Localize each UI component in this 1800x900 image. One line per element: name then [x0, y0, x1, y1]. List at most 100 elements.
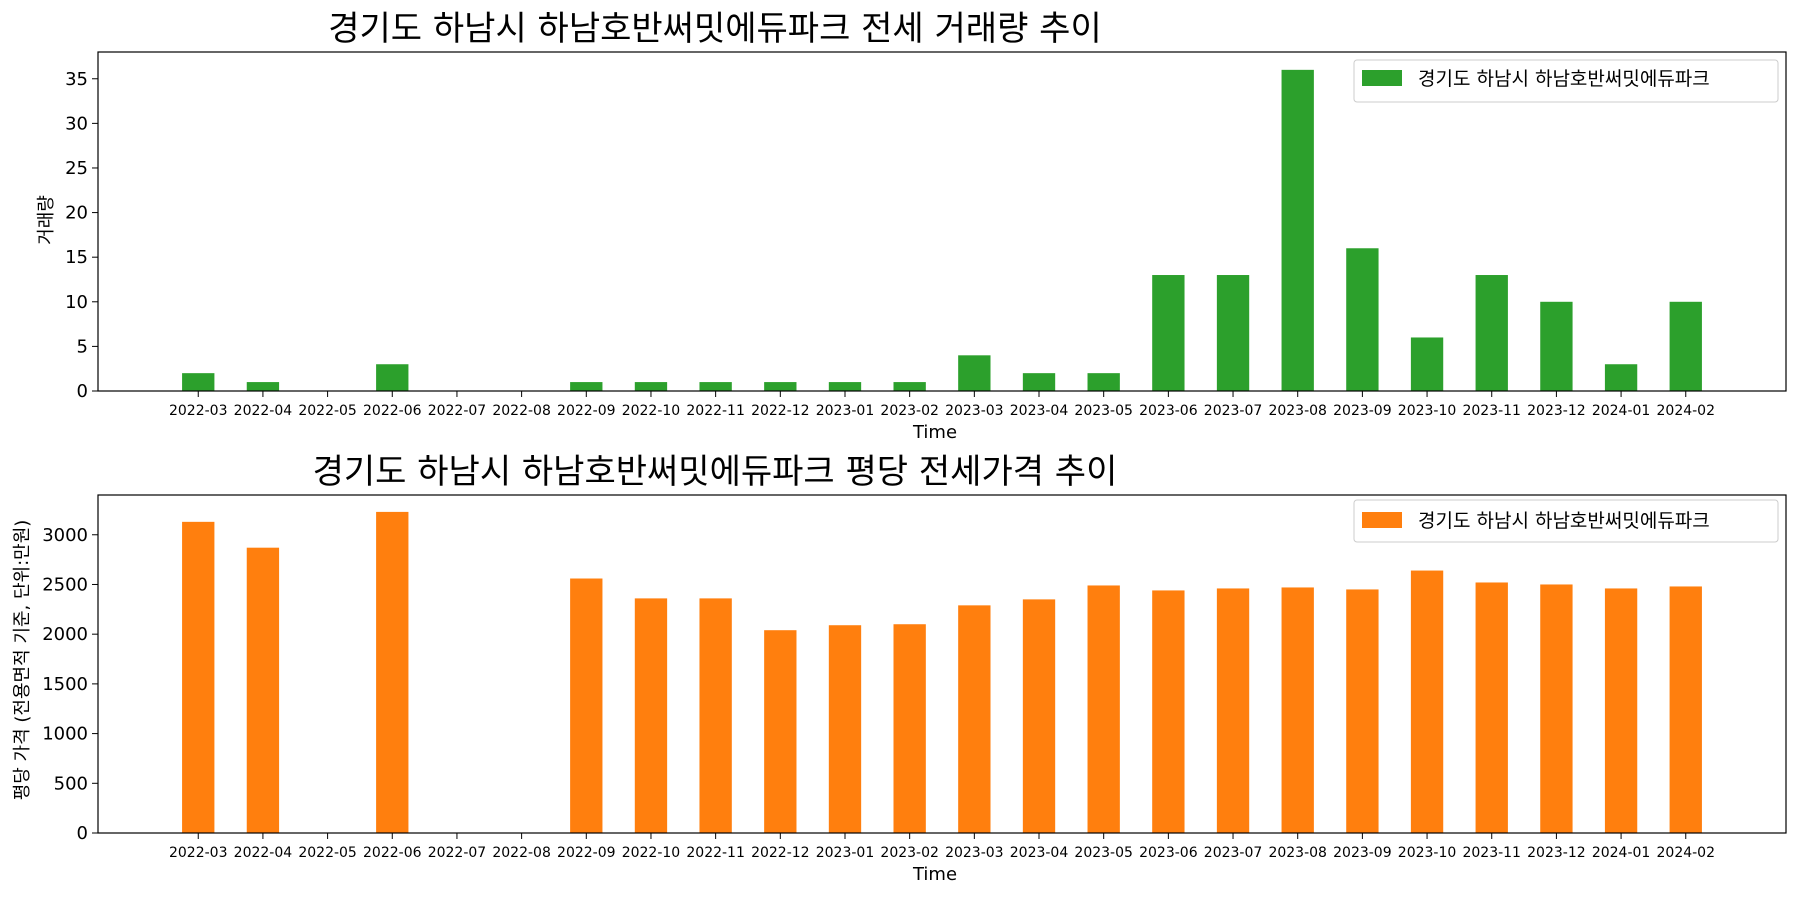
x-tick-label: 2023-10	[1398, 845, 1457, 861]
x-tick-label: 2023-07	[1204, 845, 1263, 861]
x-tick-label: 2023-06	[1139, 845, 1198, 861]
bar	[376, 364, 409, 391]
y-tick-label: 15	[65, 247, 88, 268]
bar	[1346, 248, 1379, 391]
y-axis-label: 거래량	[36, 195, 57, 245]
legend-box	[1353, 499, 1779, 543]
bar	[1022, 373, 1056, 391]
x-tick-label: 2022-09	[557, 845, 616, 861]
bar	[376, 511, 409, 833]
x-tick-label: 2023-05	[1074, 845, 1133, 861]
x-tick-label: 2023-12	[1527, 845, 1586, 861]
bar	[958, 355, 991, 391]
x-tick-label: 2023-07	[1204, 403, 1263, 419]
chart-title: 경기도 하남시 하남호반써밋에듀파크 평당 전세가격 추이	[313, 452, 1118, 492]
bar	[634, 382, 668, 391]
bar	[958, 605, 991, 833]
x-tick-label: 2023-08	[1268, 845, 1327, 861]
bar	[764, 382, 797, 391]
legend-label: 경기도 하남시 하남호반써밋에듀파크	[1418, 510, 1710, 532]
y-tick-label: 1500	[42, 674, 88, 695]
bar	[1281, 587, 1314, 833]
x-tick-label: 2023-04	[1010, 845, 1069, 861]
x-tick-label: 2023-09	[1333, 845, 1392, 861]
y-tick-label: 3000	[42, 525, 88, 546]
x-tick-label: 2024-01	[1592, 403, 1651, 419]
bar	[699, 598, 732, 833]
legend-label: 경기도 하남시 하남호반써밋에듀파크	[1418, 68, 1710, 90]
bar	[570, 578, 603, 833]
y-tick-label: 2500	[42, 574, 88, 595]
x-tick-label: 2023-06	[1139, 403, 1198, 419]
bar	[1087, 585, 1120, 833]
x-tick-label: 2022-04	[234, 845, 293, 861]
x-tick-label: 2022-11	[686, 403, 745, 419]
x-tick-label: 2023-09	[1333, 403, 1392, 419]
x-axis-label: Time	[912, 422, 957, 443]
x-tick-label: 2023-12	[1527, 403, 1586, 419]
y-tick-label: 20	[65, 203, 88, 224]
bar	[1410, 570, 1444, 833]
y-tick-label: 10	[65, 292, 88, 313]
x-tick-label: 2022-06	[363, 845, 422, 861]
bar	[1669, 586, 1702, 833]
price-chart: 경기도 하남시 하남호반써밋에듀파크 평당 전세가격 추이 평당 가격 (전용면…	[12, 452, 1787, 885]
x-axis-label: Time	[912, 864, 957, 885]
x-tick-label: 2023-01	[816, 403, 875, 419]
legend: 경기도 하남시 하남호반써밋에듀파크	[1353, 499, 1779, 543]
bar	[1540, 301, 1573, 391]
y-tick-label: 5	[77, 336, 88, 357]
x-tick-label: 2022-11	[686, 845, 745, 861]
x-tick-label: 2024-02	[1657, 845, 1716, 861]
x-tick-label: 2022-04	[234, 403, 293, 419]
bar	[1087, 373, 1120, 391]
x-tick-label: 2022-12	[751, 403, 810, 419]
x-tick-label: 2022-07	[428, 403, 487, 419]
bar	[246, 547, 280, 833]
axis-ticks: 0 5 10 15 20 25 30 35 2022-03 2022-04 2022-05 2022-…	[65, 69, 1715, 419]
x-tick-label: 2024-02	[1657, 403, 1716, 419]
x-tick-label: 2022-09	[557, 403, 616, 419]
y-axis-label: 평당 가격 (전용면적 기준, 단위:만원)	[12, 520, 33, 801]
bar	[1475, 582, 1508, 833]
x-tick-label: 2023-01	[816, 845, 875, 861]
x-tick-label: 2023-11	[1462, 403, 1521, 419]
volume-chart: 경기도 하남시 하남호반써밋에듀파크 전세 거래량 추이 거래량 Time 0 5…	[36, 9, 1787, 443]
x-tick-label: 2022-10	[622, 845, 681, 861]
bar	[893, 382, 926, 391]
bar	[634, 598, 668, 833]
bar	[1152, 590, 1185, 833]
x-tick-label: 2023-02	[880, 845, 939, 861]
x-tick-label: 2023-02	[880, 403, 939, 419]
x-tick-label: 2022-05	[298, 845, 357, 861]
x-tick-label: 2023-03	[945, 403, 1004, 419]
bar	[1410, 337, 1444, 391]
bar	[1604, 588, 1638, 833]
bar	[1346, 589, 1379, 833]
plot-frame	[97, 494, 1787, 834]
x-tick-label: 2023-04	[1010, 403, 1069, 419]
x-tick-label: 2022-08	[492, 845, 551, 861]
y-tick-label: 2000	[42, 624, 88, 645]
x-tick-label: 2023-10	[1398, 403, 1457, 419]
chart-title: 경기도 하남시 하남호반써밋에듀파크 전세 거래량 추이	[328, 9, 1101, 49]
bar	[1475, 275, 1508, 391]
bar	[1540, 584, 1573, 833]
legend-box	[1353, 59, 1779, 103]
x-tick-label: 2022-03	[169, 845, 228, 861]
y-tick-label: 500	[54, 773, 88, 794]
axis-ticks: 0 500 1000 1500 2000 2500 3000 2022-03 2022-04 20…	[42, 525, 1715, 861]
x-tick-label: 2024-01	[1592, 845, 1651, 861]
bar	[828, 382, 862, 391]
y-tick-label: 0	[77, 823, 88, 844]
legend-swatch	[1362, 70, 1402, 86]
bar	[699, 382, 732, 391]
x-tick-label: 2022-03	[169, 403, 228, 419]
bar	[1216, 275, 1250, 391]
x-tick-label: 2022-07	[428, 845, 487, 861]
y-tick-label: 0	[77, 381, 88, 402]
x-tick-label: 2022-06	[363, 403, 422, 419]
x-tick-label: 2022-12	[751, 845, 810, 861]
bar	[764, 630, 797, 833]
